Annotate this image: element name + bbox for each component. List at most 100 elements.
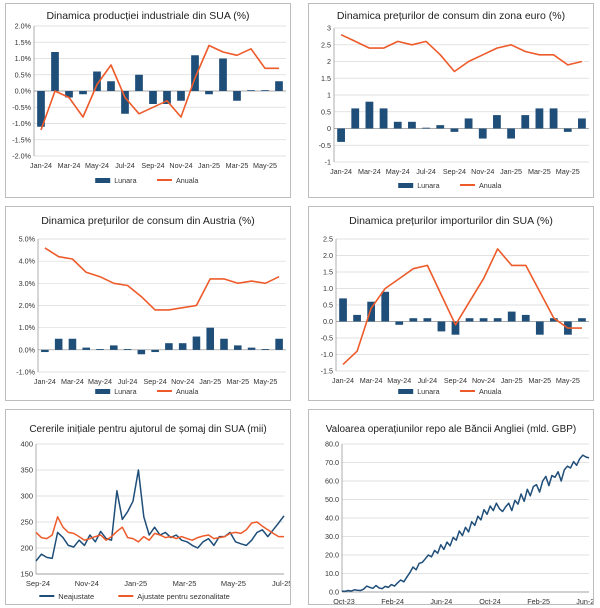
- x-tick-label: Jan-25: [501, 376, 523, 385]
- x-tick-label: May-25: [221, 579, 246, 588]
- x-tick-label: Nov-24: [171, 377, 194, 386]
- bar: [393, 121, 402, 129]
- x-tick-label: Sep-24: [443, 167, 466, 176]
- legend-label: Anuala: [176, 176, 198, 185]
- y-tick-label: 150: [20, 570, 33, 579]
- line-series-anuala: [342, 248, 582, 365]
- x-tick-label: Mar-24: [61, 377, 84, 386]
- bar: [507, 128, 515, 139]
- bar: [233, 345, 242, 350]
- bar: [365, 101, 374, 129]
- line-series-anuala: [44, 247, 280, 311]
- y-tick-label: 0.5: [321, 107, 331, 116]
- x-tick-label: Jul-24: [418, 376, 438, 385]
- bar: [37, 91, 45, 127]
- bar: [107, 81, 115, 91]
- chart-canvas: -1 -0.5 0 0.5 1 1.5 2 2.5 3 Jan-24 Mar-24 May-24 Jul…: [319, 24, 589, 190]
- bar: [163, 91, 171, 104]
- chart-euro-area-consumer-prices: Dinamica prețurilor de consum din zona e…: [308, 3, 594, 198]
- bar: [178, 343, 187, 350]
- bar: [409, 318, 418, 322]
- bar: [219, 58, 227, 91]
- bar: [464, 118, 473, 129]
- y-tick-label: -1.0%: [16, 368, 35, 377]
- bar: [535, 108, 544, 129]
- y-tick-label: 1.0: [323, 284, 333, 293]
- chart-canvas: 0.0 10.0 20.0 30.0 40.0 50.0 60.0 70.0 80.0 Oct-2…: [325, 440, 593, 605]
- y-tick-label: 3: [327, 24, 331, 33]
- chart-austria-consumer-prices: Dinamica prețurilor de consum din Austri…: [5, 206, 291, 401]
- y-tick-label: 10.0: [325, 569, 339, 578]
- bar: [549, 318, 558, 322]
- bar: [535, 321, 544, 335]
- bar: [450, 128, 459, 132]
- x-tick-label: Oct-23: [333, 597, 355, 605]
- bar: [353, 314, 361, 322]
- y-tick-label: 0.0%: [15, 87, 32, 96]
- bar: [177, 91, 185, 101]
- y-tick-label: 1: [327, 91, 331, 100]
- bar: [422, 127, 430, 129]
- y-tick-label: -2.0%: [12, 152, 31, 161]
- legend-label: Lunara: [114, 387, 136, 396]
- x-tick-label: Mar-25: [528, 376, 551, 385]
- bar: [437, 321, 446, 332]
- x-tick-label: Jul-24: [118, 377, 138, 386]
- x-tick-label: Nov-24: [169, 161, 192, 170]
- x-tick-label: Jul-25: [272, 579, 291, 588]
- y-tick-label: 60.0: [325, 477, 339, 486]
- bar: [206, 327, 215, 350]
- x-tick-label: Jan-25: [500, 167, 522, 176]
- bar: [351, 108, 360, 129]
- y-tick-label: -1: [325, 158, 331, 167]
- x-tick-label: Mar-25: [226, 161, 249, 170]
- y-tick-label: 0.0%: [19, 345, 36, 354]
- bar: [521, 314, 530, 322]
- legend-swatch-lunara: [95, 178, 111, 183]
- y-tick-label: 0.5%: [15, 70, 32, 79]
- y-tick-label: 40.0: [325, 514, 339, 523]
- x-tick-label: Jan-25: [124, 579, 147, 588]
- x-tick-label: May-25: [556, 376, 580, 385]
- y-tick-label: 0: [327, 124, 331, 133]
- bar: [41, 349, 49, 353]
- bar: [275, 81, 283, 91]
- y-tick-label: 250: [20, 518, 33, 527]
- x-tick-label: Oct-24: [479, 597, 501, 605]
- x-tick-label: Jan-25: [199, 377, 221, 386]
- bar: [478, 128, 487, 139]
- x-tick-label: Jul-24: [115, 161, 135, 170]
- y-tick-label: 2.0%: [19, 301, 36, 310]
- bar: [54, 338, 63, 350]
- bar: [493, 115, 501, 129]
- bar: [493, 318, 502, 322]
- bar: [121, 91, 129, 114]
- x-tick-label: Feb-24: [381, 597, 404, 605]
- bar: [563, 128, 572, 132]
- y-tick-label: 70.0: [325, 458, 339, 467]
- x-tick-label: Feb-25: [527, 597, 550, 605]
- bar: [451, 321, 460, 335]
- y-tick-label: 5.0%: [19, 235, 36, 244]
- bar: [137, 349, 146, 355]
- legend-label: Lunara: [417, 181, 439, 190]
- y-tick-label: 50.0: [325, 495, 339, 504]
- x-tick-label: Sep-24: [444, 376, 467, 385]
- y-tick-label: 0.5: [323, 301, 333, 310]
- bar: [395, 321, 404, 325]
- y-tick-label: -0.5: [319, 141, 331, 150]
- bar: [339, 298, 347, 322]
- bar: [149, 91, 157, 104]
- x-tick-label: Sep-24: [141, 161, 164, 170]
- x-tick-label: Mar-25: [173, 579, 197, 588]
- y-tick-label: 350: [20, 466, 33, 475]
- chart-us-jobless-claims: Cererile inițiale pentru ajutorul de șom…: [5, 409, 291, 605]
- line-series-0: [341, 454, 590, 593]
- legend-label: Ajustate pentru sezonalitate: [137, 592, 230, 601]
- x-tick-label: Mar-25: [528, 167, 551, 176]
- y-tick-label: 1.5: [323, 268, 333, 277]
- x-tick-label: Jan-24: [30, 161, 52, 170]
- chart-boe-repo-operations: Valoarea operațiunilor repo ale Băncii A…: [308, 409, 594, 605]
- x-tick-label: Mar-25: [226, 377, 249, 386]
- legend-label: Lunara: [114, 176, 136, 185]
